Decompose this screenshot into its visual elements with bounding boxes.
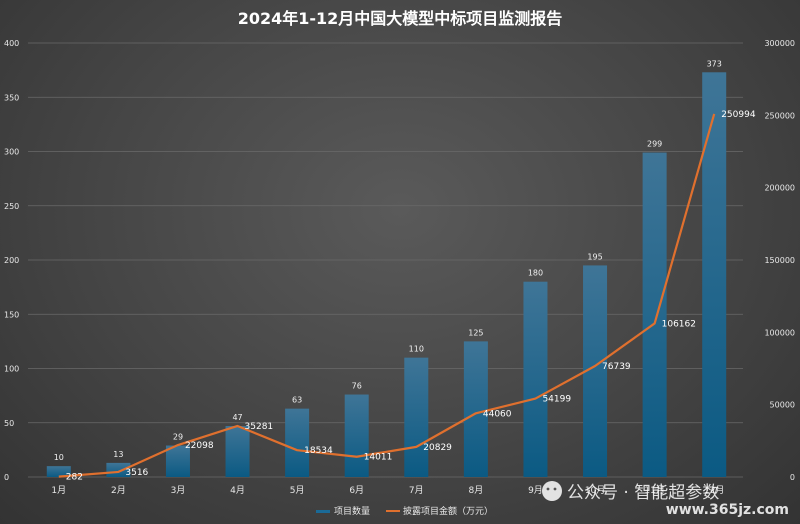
bar-data-label: 76 xyxy=(352,382,362,391)
bar xyxy=(702,72,727,478)
bar-data-label: 180 xyxy=(528,269,543,278)
y-left-tick-label: 350 xyxy=(4,93,19,102)
bar-data-label: 195 xyxy=(587,252,602,261)
legend-label-bar: 项目数量 xyxy=(334,505,370,517)
bar-data-label: 47 xyxy=(232,413,242,422)
y-right-tick-label: 300000 xyxy=(764,39,795,48)
y-left-tick-label: 100 xyxy=(4,365,19,374)
bar-data-label: 13 xyxy=(113,450,123,459)
bar xyxy=(225,426,250,477)
watermark-site: www.365jz.com xyxy=(666,502,789,518)
legend-swatch-bar xyxy=(316,510,330,513)
bar-data-label: 125 xyxy=(468,328,483,337)
bar-data-label: 63 xyxy=(292,396,302,405)
y-right-tick-label: 200000 xyxy=(764,184,795,193)
bar-data-label: 110 xyxy=(409,345,424,354)
x-tick-label: 2月 xyxy=(111,485,126,496)
line-data-label: 44060 xyxy=(483,409,512,419)
x-tick-label: 12月 xyxy=(704,485,724,496)
y-left-tick-label: 200 xyxy=(4,256,19,265)
line-data-label: 3516 xyxy=(125,468,148,478)
legend: 项目数量 披露项目金额（万元） xyxy=(316,505,493,517)
x-tick-label: 11月 xyxy=(644,485,664,496)
line-data-label: 18534 xyxy=(304,446,333,456)
bar-data-label: 299 xyxy=(647,140,662,149)
line-data-label: 282 xyxy=(66,473,83,483)
line-data-label: 76739 xyxy=(602,362,631,372)
bar xyxy=(463,341,488,477)
x-tick-label: 3月 xyxy=(171,485,186,496)
bar-data-label: 10 xyxy=(54,453,64,462)
watermark-text: 公众号 · 智能超参数 xyxy=(567,483,719,503)
y-right-tick-label: 150000 xyxy=(764,256,795,265)
legend-label-line: 披露项目金额（万元） xyxy=(403,505,493,517)
x-tick-label: 7月 xyxy=(409,485,424,496)
chart-title: 2024年1-12月中国大模型中标项目监测报告 xyxy=(238,9,563,28)
y-left-tick-label: 300 xyxy=(4,148,19,157)
bar xyxy=(46,466,71,477)
bar xyxy=(285,408,310,477)
series-line xyxy=(58,113,716,478)
line-data-label: 106162 xyxy=(662,319,696,329)
bar xyxy=(523,281,548,477)
watermark: 公众号 · 智能超参数 www.365jz.com xyxy=(542,481,789,518)
y-right-tick-label: 100000 xyxy=(764,328,795,337)
wechat-icon-eye-right xyxy=(553,487,557,491)
line-layer: 282 3516 22098 35281 18534 14011 20829 44060 541… xyxy=(58,110,756,483)
bar xyxy=(165,445,190,477)
x-tick-label: 9月 xyxy=(528,485,543,496)
y-left-tick-label: 250 xyxy=(4,202,19,211)
bar xyxy=(404,357,429,477)
bar xyxy=(344,394,369,477)
grid-layer xyxy=(28,42,743,478)
bar-data-label: 29 xyxy=(173,433,183,442)
axis-layer: 0 50 100 150 200 250 300 350 400 0 50000 100000 1500… xyxy=(4,39,795,496)
wechat-icon-eye-left xyxy=(546,487,550,491)
line-data-label: 35281 xyxy=(245,422,274,432)
x-tick-label: 1月 xyxy=(51,485,66,496)
line-data-label: 54199 xyxy=(542,395,571,405)
line-data-label: 250994 xyxy=(721,110,756,120)
line-data-label: 14011 xyxy=(364,453,393,463)
y-right-tick-label: 250000 xyxy=(764,111,795,120)
y-left-tick-label: 50 xyxy=(4,419,14,428)
x-tick-label: 10月 xyxy=(585,485,605,496)
y-right-tick-label: 0 xyxy=(790,473,795,482)
y-right-tick-label: 50000 xyxy=(770,401,795,410)
bar-data-label: 373 xyxy=(707,59,722,68)
x-tick-label: 4月 xyxy=(230,485,245,496)
y-left-tick-label: 400 xyxy=(4,39,19,48)
y-left-tick-label: 150 xyxy=(4,310,19,319)
x-tick-label: 5月 xyxy=(290,485,305,496)
y-left-tick-label: 0 xyxy=(4,473,9,482)
line-data-label: 20829 xyxy=(423,443,452,453)
x-tick-label: 6月 xyxy=(349,485,364,496)
bar-layer: 10 13 29 47 63 76 110 125 180 195 299 373 xyxy=(46,59,727,478)
line-data-label: 22098 xyxy=(185,441,214,451)
wechat-icon xyxy=(542,481,562,501)
x-tick-label: 8月 xyxy=(469,485,484,496)
bar xyxy=(642,152,667,477)
